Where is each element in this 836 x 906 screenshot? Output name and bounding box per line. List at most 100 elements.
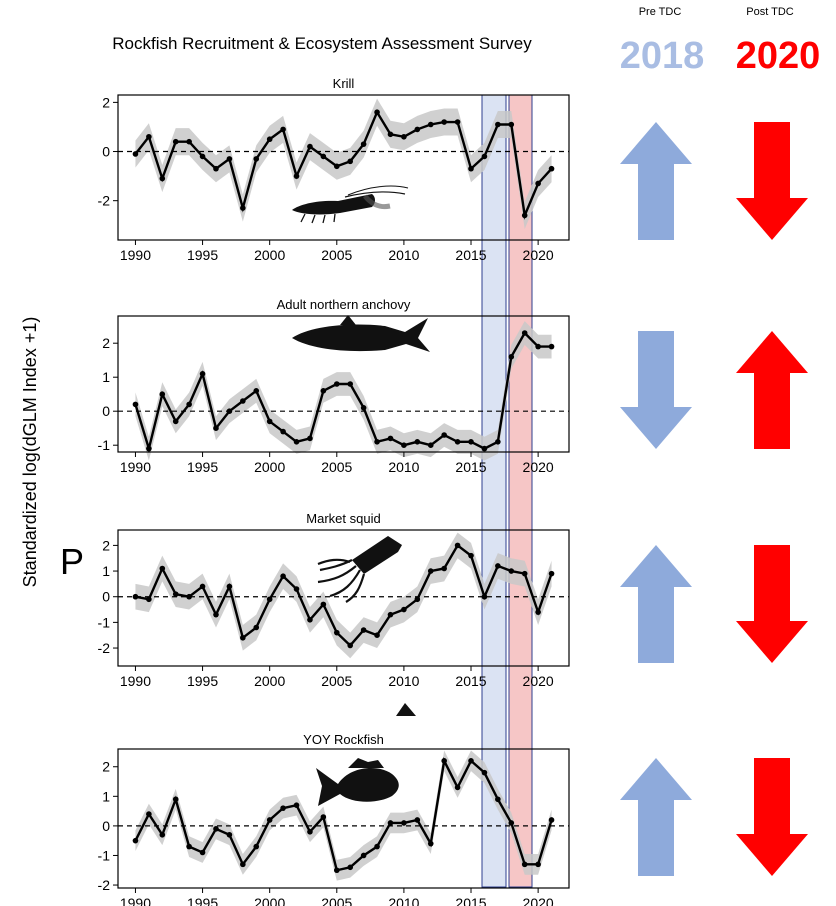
data-point <box>441 119 447 125</box>
series-line <box>134 756 553 872</box>
data-point <box>535 861 541 868</box>
data-point <box>132 151 139 157</box>
y-tick-label: 1 <box>102 563 110 579</box>
x-tick-label: 1995 <box>187 895 218 906</box>
data-point <box>414 817 421 823</box>
y-tick-label: -1 <box>98 614 111 630</box>
x-tick-label: 2015 <box>455 673 486 689</box>
rockfish-icon <box>316 758 399 806</box>
data-point <box>293 586 300 592</box>
data-point <box>495 796 501 803</box>
anchovy-icon <box>292 315 430 352</box>
data-point <box>172 591 179 597</box>
data-point <box>159 175 166 182</box>
data-point <box>186 593 192 600</box>
data-point <box>172 138 179 145</box>
data-point <box>253 156 260 162</box>
data-point <box>495 563 501 569</box>
arrow-up-icon <box>620 122 692 240</box>
data-point <box>508 354 515 360</box>
data-point <box>535 609 541 615</box>
data-point <box>360 405 367 411</box>
y-tick-label: 0 <box>102 589 110 605</box>
series-line <box>135 543 553 648</box>
data-point <box>320 814 327 820</box>
x-tick-label: 1990 <box>120 895 151 906</box>
data-point <box>293 802 300 808</box>
data-point <box>521 212 528 219</box>
y-tick-label: 2 <box>102 94 110 110</box>
data-point <box>427 121 434 128</box>
data-point <box>387 131 394 138</box>
data-point <box>401 606 407 613</box>
y-axis-label: Standardized log(dGLM Index +1) <box>20 317 40 588</box>
data-point <box>293 439 300 445</box>
plot-frame <box>117 529 570 667</box>
data-point <box>414 596 421 603</box>
data-point <box>548 570 555 577</box>
y-tick-label: 0 <box>102 403 110 419</box>
data-point <box>159 391 166 398</box>
x-tick-label: 2020 <box>523 459 554 475</box>
arrow-down-icon <box>736 758 808 876</box>
data-point <box>213 826 219 832</box>
data-point <box>347 642 354 649</box>
post-tdc-label: Post TDC <box>746 6 794 18</box>
plot-frame <box>117 748 570 889</box>
y-tick-label: -2 <box>98 193 111 209</box>
data-point <box>333 629 340 636</box>
data-point <box>468 165 474 172</box>
x-tick-label: 2005 <box>321 247 352 263</box>
chart-panel: Krill -2 0 2 1990 1995 2000 2005 2010 2015 2020 <box>98 76 570 263</box>
data-point <box>454 542 461 549</box>
data-point <box>226 408 233 415</box>
x-tick-label: 2010 <box>388 459 419 475</box>
data-point <box>132 593 139 600</box>
data-point <box>427 568 434 574</box>
survey-title: Rockfish Recruitment & Ecosystem Assessm… <box>112 34 532 53</box>
data-point <box>186 401 192 408</box>
data-point <box>548 165 555 172</box>
data-point <box>347 158 354 165</box>
data-point <box>307 829 313 835</box>
y-tick-label: 1 <box>102 369 110 385</box>
chart-panel: YOY Rockfish -2 -1 0 1 2 1990 1995 2000 2005 2010 2… <box>98 732 570 906</box>
data-point <box>213 165 219 172</box>
arrow-up-icon <box>620 758 692 876</box>
data-point <box>347 864 354 871</box>
data-point <box>172 418 179 425</box>
data-point <box>481 769 488 776</box>
x-tick-label: 2000 <box>254 673 285 689</box>
arrow-up-icon <box>620 545 692 663</box>
data-point <box>495 121 501 128</box>
data-point <box>253 388 260 394</box>
data-point <box>387 435 394 442</box>
data-point <box>535 343 541 350</box>
data-point <box>481 153 488 160</box>
data-point <box>374 109 380 116</box>
krill-icon <box>292 185 409 224</box>
data-point <box>253 624 260 631</box>
x-tick-label: 2000 <box>254 895 285 906</box>
post-tdc-year: 2020 <box>736 35 821 77</box>
data-point <box>441 758 447 764</box>
data-point <box>401 133 407 140</box>
data-point <box>521 570 528 577</box>
x-tick-label: 2000 <box>254 247 285 263</box>
data-point <box>307 143 313 150</box>
data-point <box>199 849 206 856</box>
x-tick-label: 2015 <box>455 247 486 263</box>
data-point <box>441 565 447 572</box>
data-point <box>481 593 488 600</box>
data-point <box>280 428 286 435</box>
data-point <box>427 840 434 847</box>
data-point <box>226 156 233 162</box>
data-point <box>280 805 286 811</box>
data-point <box>146 811 152 817</box>
data-point <box>266 136 273 143</box>
data-point <box>468 439 474 445</box>
data-point <box>347 381 354 387</box>
y-tick-label: 2 <box>102 335 110 351</box>
x-tick-label: 1995 <box>187 459 218 475</box>
data-point <box>508 121 515 128</box>
